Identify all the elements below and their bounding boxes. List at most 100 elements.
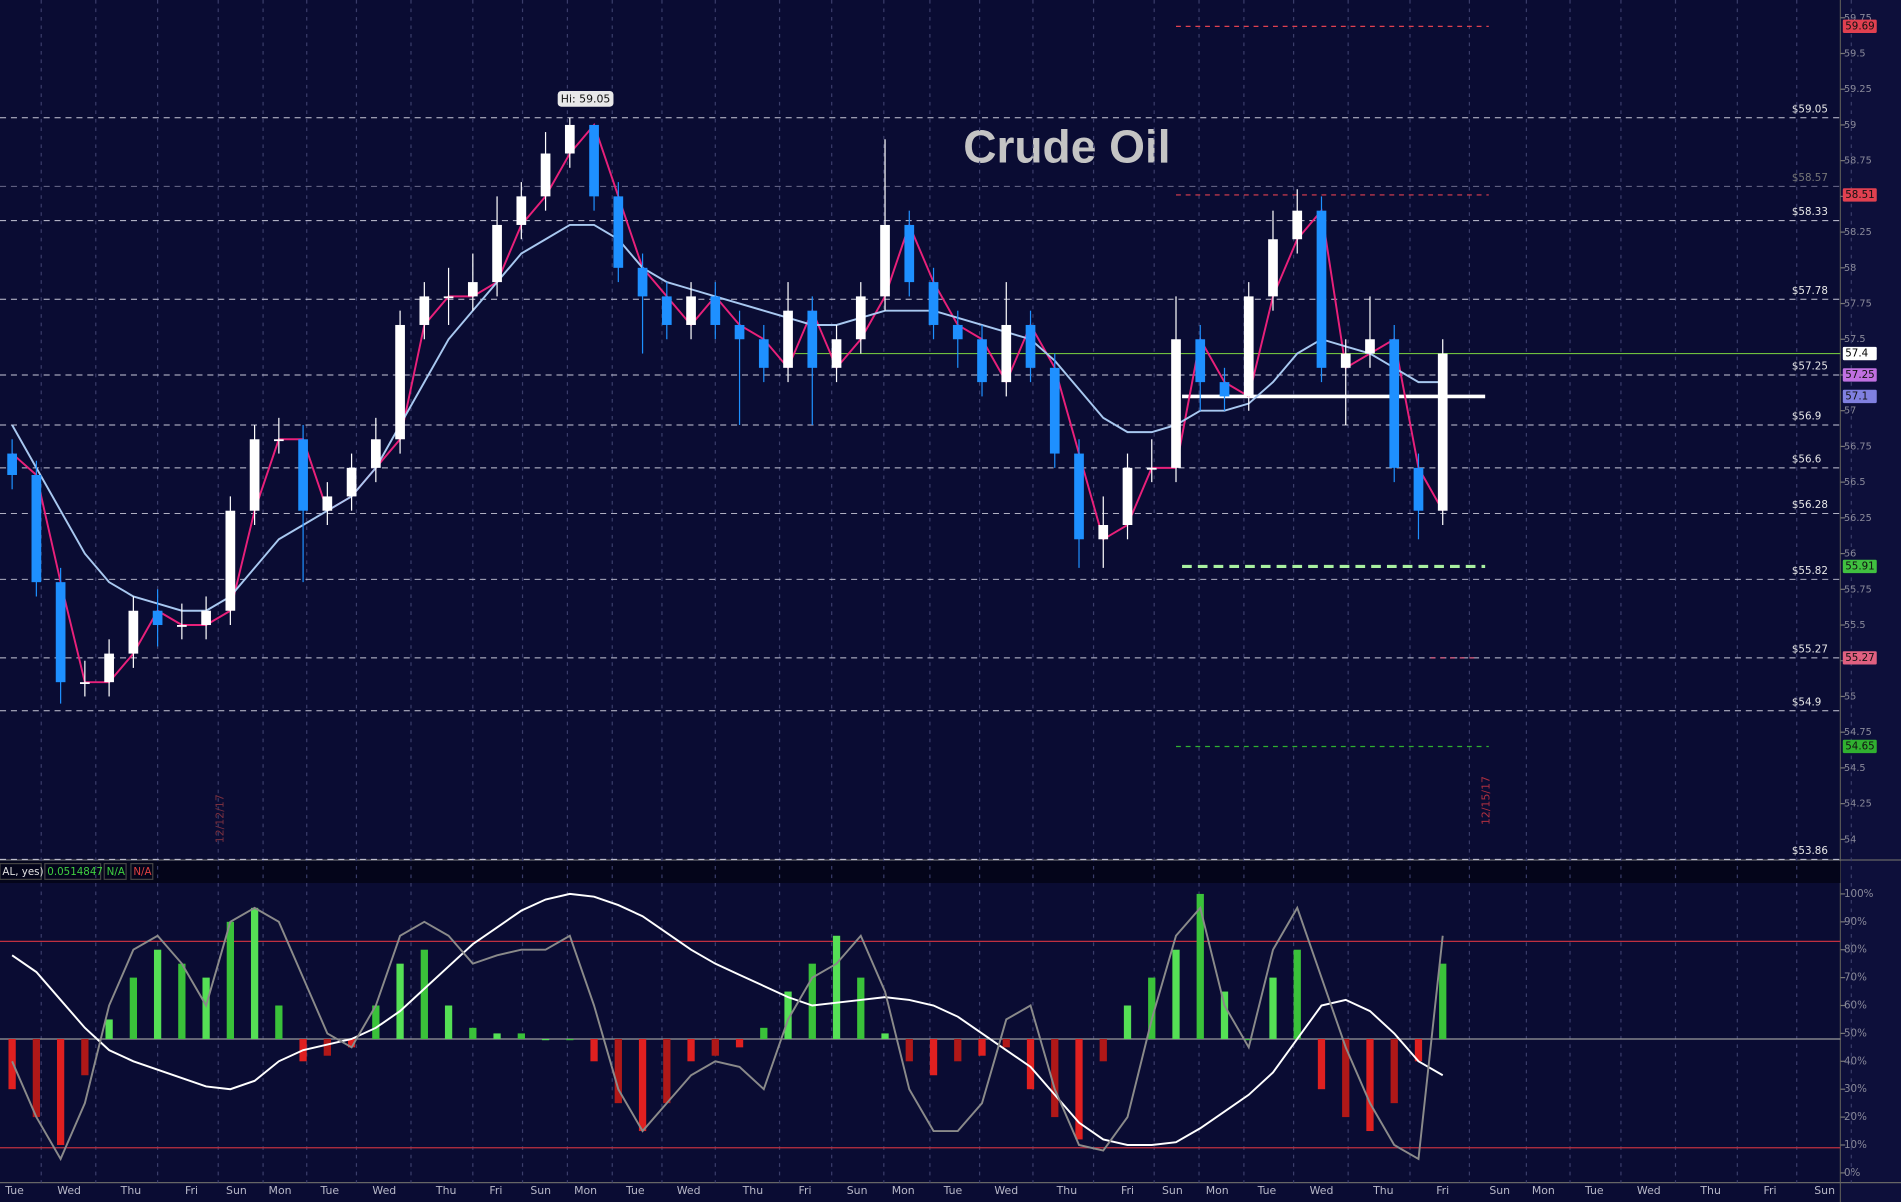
histogram-bar [1196, 893, 1204, 1039]
y-tick-label: 90% [1844, 916, 1867, 928]
y-tick-label: 59.25 [1844, 84, 1872, 95]
y-tick-label: 59.75 [1844, 13, 1872, 24]
candle-body [1316, 210, 1327, 368]
y-tick-label: 10% [1844, 1139, 1867, 1151]
annotation: Hi: 59.05 [561, 92, 611, 105]
histogram-bar [929, 1038, 938, 1076]
annotation-box [557, 90, 614, 107]
candle-body [492, 224, 502, 283]
histogram-bar [396, 963, 404, 1039]
histogram-bar [1051, 1038, 1059, 1118]
candle-body [1025, 324, 1036, 368]
candle-body [831, 339, 842, 368]
histogram-bar [469, 1027, 477, 1039]
y-tick-label: 30% [1844, 1083, 1867, 1095]
candle-body [128, 610, 139, 654]
histogram-bar [687, 1038, 695, 1062]
candle-body [686, 296, 696, 325]
histogram-bar [493, 1033, 501, 1039]
y-tick-label: 55.75 [1844, 584, 1872, 595]
candle-body [977, 339, 987, 383]
legend-box [0, 862, 42, 880]
legend-box [44, 862, 102, 880]
price-tag-label: 54.65 [1845, 740, 1874, 752]
x-tick-label: Mon [892, 1184, 915, 1197]
histogram-bar [832, 935, 841, 1039]
price-tag-label: 55.91 [1845, 560, 1874, 572]
candle-body [637, 267, 648, 297]
x-tick-label: Fri [1121, 1184, 1134, 1197]
candle-body [928, 282, 939, 325]
histogram-bar [444, 1005, 453, 1039]
histogram-bar [1366, 1038, 1374, 1132]
histogram-bar [760, 1027, 768, 1039]
histogram-bar [954, 1038, 962, 1062]
chart-title: Crude Oil [963, 121, 1170, 173]
candle-body [55, 582, 66, 683]
candle-body [1292, 210, 1303, 240]
histogram-bar [1148, 977, 1156, 1039]
x-tick-label: Tue [943, 1184, 963, 1197]
level-label: $57.25 [1792, 360, 1828, 372]
histogram-bar [1245, 1038, 1253, 1041]
candle-body [201, 610, 211, 626]
y-tick-label: 55.5 [1844, 620, 1866, 631]
x-tick-label: Sun [1162, 1184, 1183, 1197]
candle-body [1389, 339, 1400, 468]
histogram-bar [32, 1038, 41, 1118]
candle-body [1268, 239, 1278, 297]
price-tag-label: 57.25 [1845, 369, 1874, 381]
candle-body [104, 653, 114, 683]
histogram-bar [857, 977, 865, 1039]
x-tick-label: Mon [269, 1184, 292, 1197]
y-tick-label: 57 [1844, 406, 1856, 417]
x-tick-label: Thu [1056, 1184, 1077, 1197]
candle-body [1122, 467, 1133, 526]
x-tick-label: Thu [120, 1184, 141, 1197]
price-tag [1842, 346, 1877, 361]
level-label: $56.9 [1792, 410, 1821, 422]
candle-body [1413, 467, 1424, 511]
candle-body [322, 496, 333, 511]
y-tick-label: 59 [1844, 120, 1856, 131]
level-label: $53.86 [1792, 845, 1828, 857]
x-tick-label: Thu [742, 1184, 763, 1197]
candle-body [1340, 353, 1351, 368]
candle-body [1243, 296, 1254, 397]
candle-body [564, 124, 575, 154]
candle-body [152, 610, 163, 626]
y-tick-label: 55 [1844, 691, 1856, 702]
candle-body [540, 153, 551, 197]
histogram-bar [808, 963, 816, 1039]
candle-body [613, 196, 624, 268]
x-tick-label: Sun [1814, 1184, 1835, 1197]
x-tick-label: Fri [1764, 1184, 1777, 1197]
x-tick-label: Tue [625, 1184, 645, 1197]
y-tick-label: 56.25 [1844, 513, 1872, 524]
candle-body [7, 453, 17, 475]
price-tag [1842, 559, 1877, 574]
histogram-bar [202, 977, 210, 1039]
candle-body [758, 339, 769, 368]
x-tick-label: Thu [1699, 1184, 1720, 1197]
candle-body [225, 510, 236, 611]
candle-body [1074, 453, 1084, 540]
histogram-bar [275, 1005, 283, 1039]
level-label: $58.57 [1792, 172, 1828, 184]
legend-text: AL, yes) [2, 866, 43, 878]
histogram-bar [1075, 1038, 1083, 1140]
candle-body [661, 296, 672, 325]
histogram-bar [1002, 1038, 1010, 1048]
candle-body [855, 296, 866, 340]
candle-body [370, 439, 381, 468]
x-tick-label: Thu [435, 1184, 456, 1197]
y-tick-label: 57.75 [1844, 299, 1872, 310]
candle-body [249, 439, 260, 511]
date-label: 12/12/17 [214, 794, 227, 843]
histogram-bar [590, 1038, 598, 1062]
histogram-bar [711, 1038, 719, 1056]
level-label: $55.27 [1792, 643, 1828, 655]
candle-body [395, 324, 405, 440]
y-tick-label: 20% [1844, 1111, 1867, 1123]
